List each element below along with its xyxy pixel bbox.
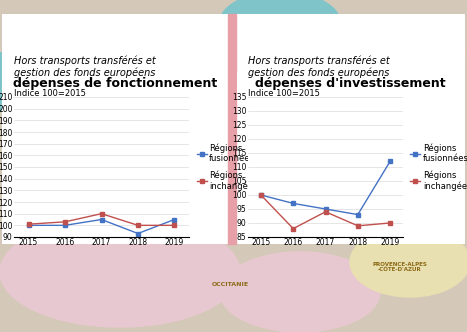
FancyBboxPatch shape <box>237 72 463 96</box>
Text: ÎLE-DE-
FRANCE: ÎLE-DE- FRANCE <box>221 67 245 77</box>
Text: Hors transports transférés et
gestion des fonds européens: Hors transports transférés et gestion de… <box>14 55 156 78</box>
FancyBboxPatch shape <box>235 14 465 244</box>
Ellipse shape <box>140 97 260 167</box>
Ellipse shape <box>350 227 467 297</box>
FancyBboxPatch shape <box>4 72 226 96</box>
Text: HAUTS-DE-
FRANCE: HAUTS-DE- FRANCE <box>261 19 299 30</box>
Legend: Régions
fusionnées, Régions
inchangées: Régions fusionnées, Régions inchangées <box>197 143 258 191</box>
Bar <box>228 14 236 244</box>
Text: OCCITANIE: OCCITANIE <box>212 282 248 287</box>
Ellipse shape <box>265 97 355 167</box>
FancyBboxPatch shape <box>2 14 229 244</box>
Ellipse shape <box>50 17 210 87</box>
Bar <box>220 22 250 112</box>
Legend: Régions
fusionnées, Régions
inchangées: Régions fusionnées, Régions inchangées <box>410 143 467 191</box>
Text: Hors transports transférés et
gestion des fonds européens: Hors transports transférés et gestion de… <box>248 55 390 78</box>
Ellipse shape <box>0 217 240 327</box>
Text: Indice 100=2015: Indice 100=2015 <box>248 89 320 98</box>
Ellipse shape <box>315 17 465 87</box>
Text: dépenses de fonctionnement: dépenses de fonctionnement <box>13 76 217 90</box>
Ellipse shape <box>220 0 340 52</box>
Text: GRAND-EST: GRAND-EST <box>375 57 416 62</box>
Ellipse shape <box>300 137 400 227</box>
Text: PROVENCE-ALPES
-CÔTE-D'AZUR: PROVENCE-ALPES -CÔTE-D'AZUR <box>373 262 427 272</box>
Text: NORMANDIE: NORMANDIE <box>118 51 162 56</box>
Text: dépenses d'investissement: dépenses d'investissement <box>255 76 446 90</box>
Text: Indice 100=2015: Indice 100=2015 <box>14 89 86 98</box>
Ellipse shape <box>220 252 380 332</box>
Ellipse shape <box>0 52 40 112</box>
